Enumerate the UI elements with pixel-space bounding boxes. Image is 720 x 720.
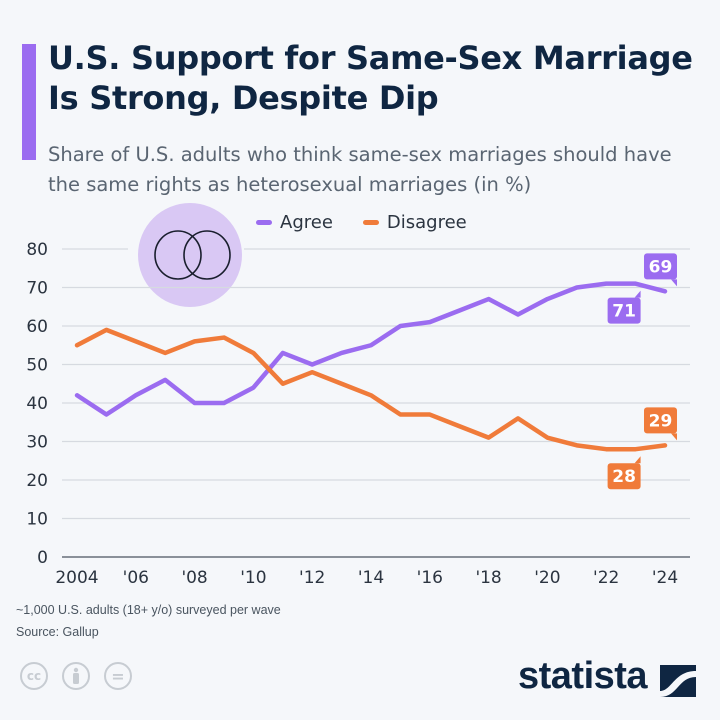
x-tick-label: '16 [417, 568, 443, 588]
legend-item-disagree[interactable]: Disagree [362, 212, 467, 233]
y-tick-label: 70 [26, 279, 48, 299]
data-label-text: 28 [612, 467, 636, 487]
y-tick-label: 40 [26, 394, 48, 414]
data-label-text: 71 [612, 302, 636, 322]
x-tick-label: '22 [593, 568, 619, 588]
chart-title: U.S. Support for Same-Sex Marriage Is St… [48, 39, 693, 117]
legend-label-disagree: Disagree [386, 212, 467, 233]
x-tick-label: '18 [475, 568, 501, 588]
title-accent-bar [22, 44, 36, 160]
data-label-pointer [671, 279, 677, 287]
series-line-disagree [74, 327, 668, 452]
person-icon [73, 667, 79, 684]
source-note: Source: Gallup [16, 625, 99, 639]
data-label-box [607, 297, 641, 324]
data-label-text: 29 [649, 411, 673, 431]
y-tick-label: 20 [26, 471, 48, 491]
y-tick-label: 80 [26, 240, 48, 260]
data-label-agree-2023: 71 [607, 290, 641, 324]
x-tick-label: 2004 [55, 568, 98, 588]
y-tick-label: 30 [26, 433, 48, 453]
y-tick-label: 50 [26, 356, 48, 376]
data-label-pointer [671, 433, 677, 441]
y-tick-label: 60 [26, 317, 48, 337]
y-tick-label: 0 [37, 548, 48, 568]
data-label-box [607, 463, 641, 490]
x-tick-label: '06 [123, 568, 149, 588]
no-derivatives-icon[interactable]: = [104, 662, 132, 690]
x-tick-label: '20 [534, 568, 560, 588]
cc-icon-label: cc [26, 669, 42, 683]
data-label-agree-2024: 69 [644, 253, 677, 287]
x-tick-label: '24 [652, 568, 678, 588]
data-label-box [644, 407, 677, 434]
cc-icon[interactable]: cc [20, 662, 48, 690]
legend-swatch-agree [256, 220, 272, 225]
legend-item-agree[interactable]: Agree [256, 212, 333, 233]
wedding-rings-icon [154, 230, 231, 280]
x-tick-label: '08 [181, 568, 207, 588]
data-label-box [644, 253, 677, 280]
legend-label-agree: Agree [280, 212, 333, 233]
data-label-disagree-2024: 29 [644, 407, 677, 441]
x-tick-label: '10 [240, 568, 266, 588]
statista-logo-mark-icon [660, 665, 696, 697]
legend-swatch-disagree [362, 220, 379, 225]
statista-logo[interactable]: statista [518, 655, 648, 697]
chart-subtitle: Share of U.S. adults who think same-sex … [48, 143, 672, 196]
nd-icon-label: = [111, 666, 125, 686]
data-label-pointer [634, 290, 641, 298]
data-label-text: 69 [649, 257, 673, 277]
y-tick-label: 10 [26, 510, 48, 530]
rings-illustration-background [138, 203, 242, 307]
data-label-pointer [634, 456, 641, 464]
data-label-disagree-2023: 28 [607, 456, 641, 490]
chart-legend: Agree Disagree [256, 212, 467, 233]
x-tick-label: '12 [299, 568, 325, 588]
x-tick-label: '14 [358, 568, 384, 588]
survey-note: ~1,000 U.S. adults (18+ y/o) surveyed pe… [16, 603, 281, 617]
attribution-icon[interactable] [62, 662, 90, 690]
